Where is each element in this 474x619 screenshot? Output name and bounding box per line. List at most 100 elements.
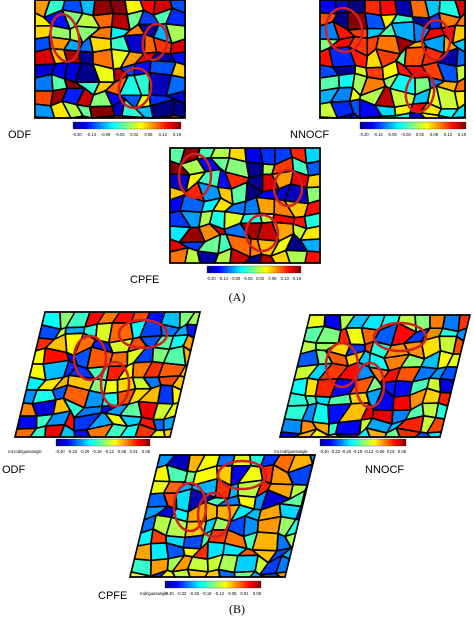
grain-map xyxy=(279,314,471,438)
colorbar-tick: -0.12 xyxy=(364,449,374,454)
colorbar-tick: -0.33 xyxy=(177,591,187,596)
panel-label: CPFE xyxy=(130,274,159,286)
panel-label: CPFE xyxy=(98,590,127,602)
grain xyxy=(77,50,94,65)
highlight xyxy=(216,459,268,491)
map-border xyxy=(34,0,186,119)
colorbar-tick: 0.19 xyxy=(173,132,182,137)
colorbar-tick: -0.03 xyxy=(115,132,125,137)
highlight xyxy=(420,18,452,62)
colorbar-tick: -0.19 xyxy=(92,449,102,454)
grain xyxy=(379,0,398,17)
colorbar-tick: -0.26 xyxy=(342,449,352,454)
highlight xyxy=(141,22,169,62)
highlight xyxy=(354,361,386,409)
highlight xyxy=(324,6,364,54)
highlight xyxy=(244,213,280,253)
colorbar-tick: 0.01 xyxy=(130,449,139,454)
panel-label: ODF xyxy=(2,464,26,476)
colorbar-tick: 0.19 xyxy=(293,276,302,281)
highlight xyxy=(196,491,232,539)
grain xyxy=(304,250,321,264)
highlight xyxy=(172,481,208,533)
colorbar-tick: 0.08 xyxy=(144,132,153,137)
colorbar xyxy=(359,121,467,130)
highlight xyxy=(117,66,153,110)
highlight xyxy=(99,360,131,408)
colorbar-tick: -0.26 xyxy=(189,591,199,596)
colorbar xyxy=(72,121,182,130)
colorbar-tick: -0.40 xyxy=(164,591,174,596)
map-border xyxy=(14,311,201,438)
colorbar-tick: 0.13 xyxy=(159,132,168,137)
grain xyxy=(255,196,276,216)
colorbar xyxy=(206,265,302,274)
panel-label: NNOCF xyxy=(365,464,404,476)
colorbar xyxy=(164,580,262,589)
colorbar-tick: -0.09 xyxy=(387,132,397,137)
caption: (B) xyxy=(229,602,245,616)
colorbar-tick: 0.13 xyxy=(281,276,290,281)
map-border xyxy=(279,314,471,438)
map-border xyxy=(319,0,466,119)
colorbar-tick: -0.33 xyxy=(68,449,78,454)
panel-label: NNOCF xyxy=(290,129,329,141)
colorbar-tick: -0.06 xyxy=(117,449,127,454)
highlight xyxy=(72,334,108,382)
highlight xyxy=(404,70,436,114)
colorbar-tick: 0.01 xyxy=(240,591,249,596)
grain xyxy=(334,419,363,435)
colorbar-tick: -0.40 xyxy=(319,449,329,454)
colorbar-tick: 0.01 xyxy=(387,449,396,454)
colorbar-tick: -0.40 xyxy=(55,449,65,454)
highlight xyxy=(177,152,213,200)
colorbar-tick: 0.19 xyxy=(458,132,467,137)
colorbar-tick: 0.08 xyxy=(430,132,439,137)
grain-map xyxy=(14,311,201,438)
colorbar-tick: -0.14 xyxy=(87,132,97,137)
colorbar-tick: 0.08 xyxy=(142,449,151,454)
colorbar-tick: 0.13 xyxy=(444,132,453,137)
highlight xyxy=(117,318,169,350)
colorbar-tick: 0.02 xyxy=(416,132,425,137)
colorbar-title: rot.rodriguesangle xyxy=(8,449,42,454)
colorbar-tick: 0.08 xyxy=(253,591,262,596)
colorbar xyxy=(319,438,407,447)
map-border xyxy=(169,147,321,264)
colorbar-tick: -0.19 xyxy=(202,591,212,596)
grain xyxy=(348,112,365,119)
colorbar-tick: -0.20 xyxy=(206,276,216,281)
grain xyxy=(34,73,54,92)
map-border xyxy=(129,454,316,578)
colorbar-tick: -0.20 xyxy=(359,132,369,137)
colorbar-tick: -0.26 xyxy=(80,449,90,454)
colorbar-title: rot.rodriguesangle xyxy=(274,449,308,454)
grain xyxy=(259,147,276,166)
panel-label: ODF xyxy=(8,129,32,141)
colorbar-tick: -0.12 xyxy=(215,591,225,596)
colorbar-tick: 0.08 xyxy=(398,449,407,454)
highlight xyxy=(372,321,428,353)
colorbar-tick: 0.02 xyxy=(130,132,139,137)
colorbar-tick: -0.05 xyxy=(227,591,237,596)
highlight xyxy=(272,168,304,208)
colorbar-tick: -0.09 xyxy=(231,276,241,281)
colorbar xyxy=(55,438,151,447)
grain xyxy=(284,249,309,264)
colorbar-tick: -0.03 xyxy=(243,276,253,281)
grain xyxy=(305,173,321,189)
colorbar-tick: -0.33 xyxy=(330,449,340,454)
colorbar-tick: -0.20 xyxy=(72,132,82,137)
colorbar-tick: -0.14 xyxy=(373,132,383,137)
highlight xyxy=(324,341,360,389)
grain-map xyxy=(34,0,186,120)
colorbar-tick: -0.06 xyxy=(375,449,385,454)
colorbar-title: rodriguesangle xyxy=(140,591,168,596)
colorbar-tick: -0.03 xyxy=(401,132,411,137)
grain xyxy=(455,46,466,68)
colorbar-tick: -0.19 xyxy=(353,449,363,454)
grain-map xyxy=(319,0,466,120)
colorbar-tick: 0.08 xyxy=(268,276,277,281)
colorbar-tick: -0.09 xyxy=(101,132,111,137)
